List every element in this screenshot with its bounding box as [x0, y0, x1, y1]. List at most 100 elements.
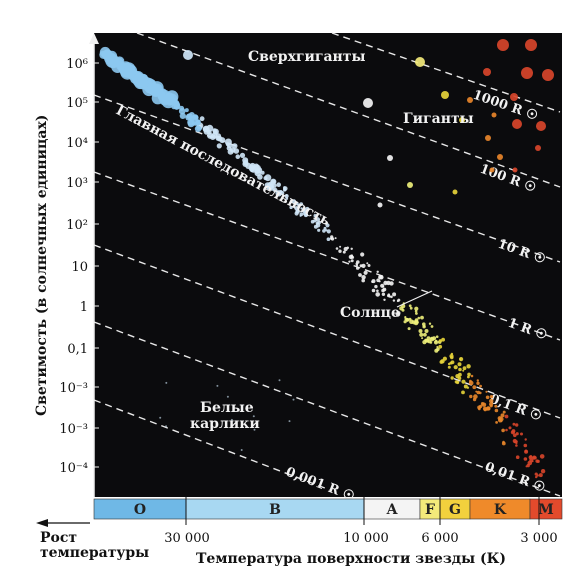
- star-point-361: [435, 335, 439, 339]
- label-white-dwarfs-2: карлики: [190, 416, 260, 432]
- radius-line-0: [331, 32, 561, 113]
- star-point-413: [500, 413, 505, 418]
- star-point-243: [512, 438, 517, 444]
- star-point-215: [184, 108, 189, 113]
- star-point-440: [535, 145, 541, 151]
- sun-pointer: [396, 290, 433, 308]
- star-point-326: [508, 426, 512, 430]
- star-point-157: [434, 348, 439, 353]
- star-point-59: [322, 229, 326, 233]
- star-point-452: [230, 418, 233, 421]
- star-point-388: [515, 432, 519, 436]
- star-point-304: [476, 379, 479, 382]
- star-point-404: [212, 128, 219, 135]
- star-point-317: [326, 237, 331, 241]
- star-point-393: [136, 77, 149, 90]
- star-point-198: [408, 317, 412, 321]
- star-point-401: [178, 107, 186, 115]
- star-point-210: [479, 384, 482, 388]
- star-point-314: [458, 367, 462, 372]
- temperature-arrowhead: [36, 519, 48, 527]
- star-point-418: [478, 404, 483, 409]
- star-point-43: [381, 292, 386, 296]
- star-point-375: [532, 456, 536, 460]
- star-point-205: [523, 457, 528, 461]
- star-point-416: [202, 125, 210, 133]
- star-point-362: [188, 115, 195, 122]
- star-point-385: [415, 312, 418, 315]
- star-point-390: [334, 237, 337, 240]
- star-point-56: [538, 473, 543, 478]
- star-point-422: [415, 57, 425, 67]
- star-point-397: [330, 235, 334, 239]
- star-point-276: [472, 397, 477, 402]
- star-point-448: [216, 384, 219, 387]
- star-point-340: [383, 280, 388, 286]
- star-point-437: [510, 93, 518, 101]
- star-point-386: [527, 460, 533, 466]
- star-point-428: [452, 189, 458, 195]
- star-point-454: [226, 395, 229, 398]
- x-axis-title: Температура поверхности звезды (К): [196, 551, 506, 567]
- star-point-441: [497, 154, 503, 160]
- star-point-409: [467, 375, 470, 379]
- star-point-412: [304, 213, 309, 217]
- star-point-6: [513, 433, 517, 438]
- star-point-271: [299, 214, 302, 217]
- x-tick-3000: 3 000: [520, 531, 557, 546]
- spectral-class-label-M: M: [538, 502, 554, 518]
- star-point-445: [288, 420, 291, 423]
- star-point-258: [383, 298, 386, 301]
- star-point-315: [482, 406, 488, 411]
- star-point-275: [473, 394, 478, 399]
- label-giants: Гиганты: [403, 111, 474, 127]
- star-point-124: [374, 284, 378, 289]
- star-point-381: [294, 211, 299, 216]
- star-point-10: [430, 325, 434, 328]
- star-point-152: [294, 206, 299, 211]
- plot-area: [94, 33, 562, 497]
- x-tick-30000: 30 000: [164, 531, 210, 546]
- star-point-169: [469, 394, 473, 399]
- star-point-347: [249, 162, 256, 170]
- star-point-446: [159, 416, 162, 419]
- star-point-123: [417, 316, 421, 320]
- star-point-262: [396, 311, 401, 315]
- y-tick-1: 10⁵: [66, 96, 88, 111]
- y-tick-10: 10⁻⁴: [59, 461, 88, 476]
- star-point-350: [315, 217, 321, 222]
- star-point-235: [291, 199, 297, 204]
- star-point-153: [310, 219, 315, 224]
- star-point-114: [468, 380, 474, 386]
- star-point-353: [124, 64, 134, 73]
- star-point-349: [454, 380, 458, 384]
- star-point-321: [414, 306, 419, 311]
- y-tick-2: 10⁴: [66, 136, 88, 151]
- radius-line-5: [93, 321, 561, 497]
- star-point-455: [253, 428, 256, 431]
- spectral-class-label-G: G: [449, 502, 461, 518]
- star-point-354: [462, 369, 465, 372]
- star-point-179: [408, 304, 412, 308]
- star-point-180: [342, 250, 346, 254]
- star-point-16: [501, 428, 505, 433]
- y-tick-6: 1: [80, 300, 88, 315]
- star-point-426: [441, 91, 449, 99]
- star-point-150: [239, 152, 246, 158]
- y-tick-9: 10⁻³: [59, 422, 88, 437]
- star-point-424: [407, 182, 413, 188]
- star-point-358: [116, 61, 126, 71]
- star-point-50: [472, 385, 477, 390]
- star-point-117: [461, 379, 466, 384]
- star-point-61: [348, 260, 351, 263]
- star-point-18: [515, 444, 518, 447]
- radius-line-6: [93, 399, 331, 491]
- star-points: [99, 39, 554, 479]
- star-point-305: [350, 247, 353, 250]
- star-point-46: [350, 259, 354, 263]
- y-axis-title: Светимость (в солнечных единицах): [34, 115, 50, 416]
- spectral-class-label-F: F: [425, 502, 435, 518]
- star-point-322: [315, 221, 319, 225]
